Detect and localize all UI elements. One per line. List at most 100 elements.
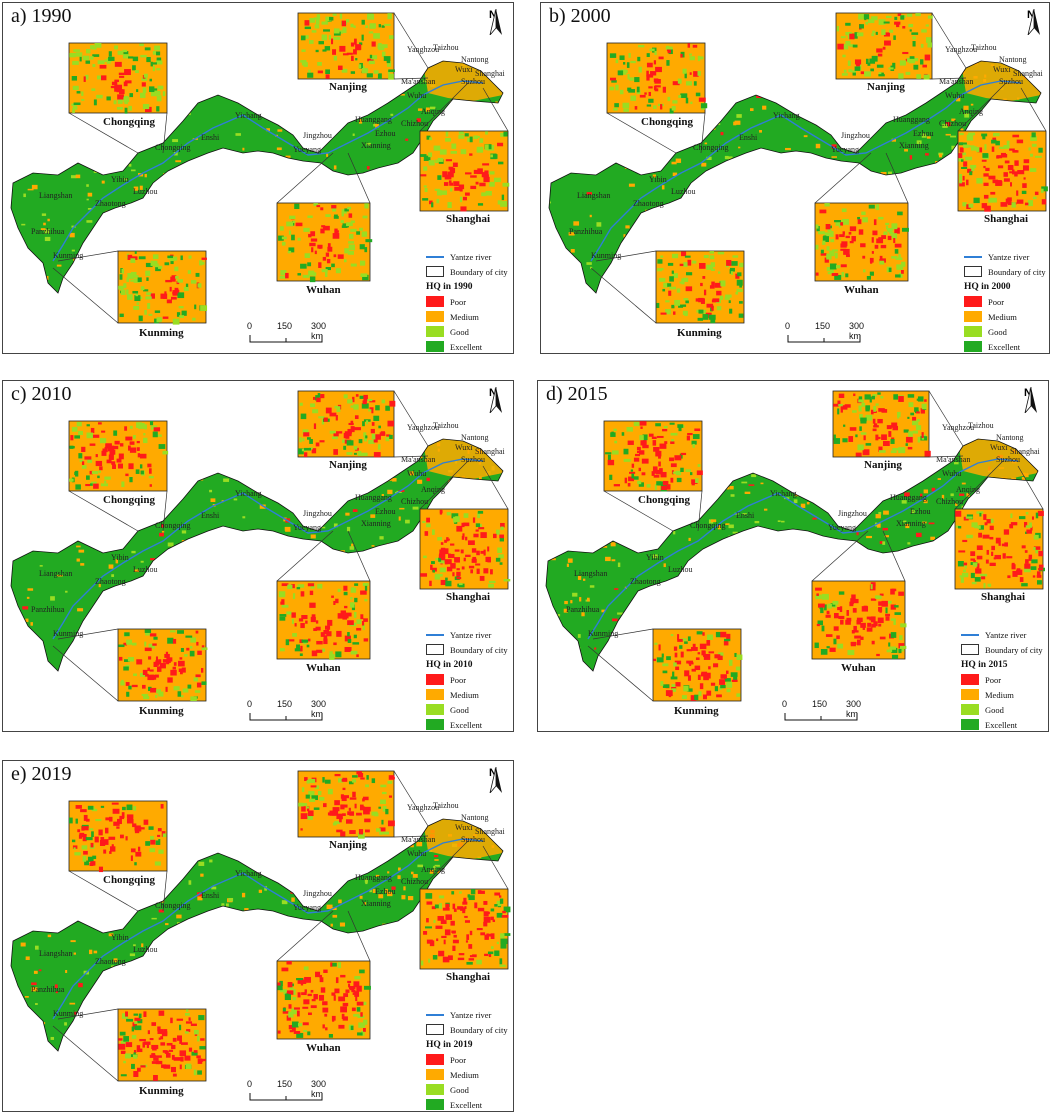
inset-pixel — [458, 583, 463, 586]
inset-pixel — [1011, 562, 1015, 568]
inset-pixel — [449, 167, 456, 174]
inset-pixel — [428, 958, 431, 963]
inset-pixel — [127, 814, 132, 820]
inset-pixel — [386, 434, 391, 437]
landcover-pixel — [260, 101, 267, 104]
inset-pixel — [912, 420, 919, 426]
inset-pixel — [136, 659, 143, 665]
landcover-pixel — [392, 478, 397, 482]
landcover-pixel — [658, 145, 661, 150]
landcover-pixel — [184, 99, 187, 103]
inset-pixel — [1016, 569, 1023, 575]
inset-pixel — [495, 557, 501, 562]
landcover-pixel — [577, 634, 581, 638]
inset-pixel — [716, 290, 722, 296]
inset-pixel — [193, 1069, 197, 1076]
inset-pixel — [381, 25, 385, 28]
landcover-pixel — [388, 478, 394, 481]
inset-label-chongqing: Chongqing — [103, 494, 155, 506]
inset-pixel — [332, 207, 337, 212]
landcover-pixel — [879, 541, 884, 544]
landcover-pixel — [100, 529, 107, 533]
inset-pixel — [653, 470, 660, 474]
inset-pixel — [452, 162, 458, 167]
inset-pixel — [475, 523, 481, 528]
landcover-pixel — [217, 528, 224, 530]
inset-pixel — [356, 812, 362, 816]
inset-leader-line — [697, 490, 703, 532]
landcover-pixel — [999, 597, 1006, 601]
landcover-pixel — [379, 204, 383, 208]
landcover-pixel — [63, 889, 69, 892]
inset-pixel — [696, 631, 703, 635]
inset-pixel — [993, 133, 1000, 137]
landcover-pixel — [577, 575, 582, 580]
landcover-pixel — [30, 83, 36, 89]
inset-pixel — [646, 70, 649, 77]
landcover-pixel — [496, 456, 503, 460]
inset-pixel — [118, 1043, 126, 1050]
landcover-pixel — [610, 138, 616, 142]
inset-pixel — [153, 1057, 159, 1061]
landcover-pixel — [970, 103, 974, 106]
inset-pixel — [165, 651, 169, 655]
inset-pixel — [79, 459, 84, 463]
city-label: Kunming — [53, 1009, 84, 1018]
landcover-pixel — [666, 585, 670, 587]
landcover-pixel — [955, 503, 958, 506]
inset-pixel — [499, 964, 506, 967]
inset-pixel — [1003, 178, 1010, 182]
inset-pixel — [85, 818, 90, 822]
landcover-pixel — [449, 999, 455, 1002]
inset-pixel — [188, 255, 192, 259]
city-label: Liangshan — [39, 949, 73, 958]
landcover-pixel — [236, 822, 243, 826]
map-legend: Yantze river Boundary of city HQ in 2015 Po… — [961, 627, 1043, 732]
landcover-pixel — [61, 1051, 65, 1055]
inset-pixel — [125, 682, 130, 686]
inset-pixel — [143, 819, 149, 825]
inset-pixel — [636, 446, 641, 451]
inset-pixel — [363, 985, 371, 990]
landcover-pixel — [936, 261, 942, 265]
inset-pixel — [467, 137, 472, 142]
inset-pixel — [467, 894, 471, 898]
landcover-pixel — [21, 62, 24, 67]
inset-pixel — [387, 420, 395, 427]
inset-pixel — [440, 542, 444, 545]
inset-pixel — [817, 620, 824, 626]
landcover-pixel — [466, 594, 470, 599]
inset-pixel — [967, 168, 973, 173]
inset-pixel — [1003, 529, 1010, 535]
inset-pixel — [81, 98, 85, 101]
inset-pixel — [671, 304, 675, 309]
inset-pixel — [878, 601, 883, 606]
inset-pixel — [461, 132, 465, 135]
landcover-pixel — [568, 232, 575, 236]
inset-pixel — [84, 456, 92, 460]
inset-pixel — [351, 779, 357, 783]
landcover-pixel — [240, 270, 247, 274]
inset-pixel — [875, 595, 882, 599]
inset-pixel — [334, 405, 337, 409]
inset-pixel — [1038, 147, 1043, 153]
inset-pixel — [662, 428, 668, 432]
landcover-pixel — [1035, 609, 1038, 614]
inset-pixel — [875, 403, 879, 406]
landcover-pixel — [170, 239, 176, 243]
inset-pixel — [69, 445, 74, 449]
inset-pixel — [687, 43, 691, 48]
inset-pixel — [350, 597, 353, 600]
inset-pixel — [916, 74, 922, 79]
landcover-pixel — [168, 97, 174, 100]
landcover-pixel — [786, 240, 790, 244]
inset-pixel — [720, 631, 727, 638]
inset-pixel — [318, 790, 322, 796]
inset-pixel — [362, 1001, 367, 1006]
inset-pixel — [387, 820, 395, 827]
landcover-pixel — [263, 1046, 267, 1049]
inset-pixel — [1009, 524, 1013, 528]
landcover-pixel — [359, 481, 364, 486]
inset-pixel — [871, 395, 875, 400]
inset-pixel — [315, 626, 321, 631]
